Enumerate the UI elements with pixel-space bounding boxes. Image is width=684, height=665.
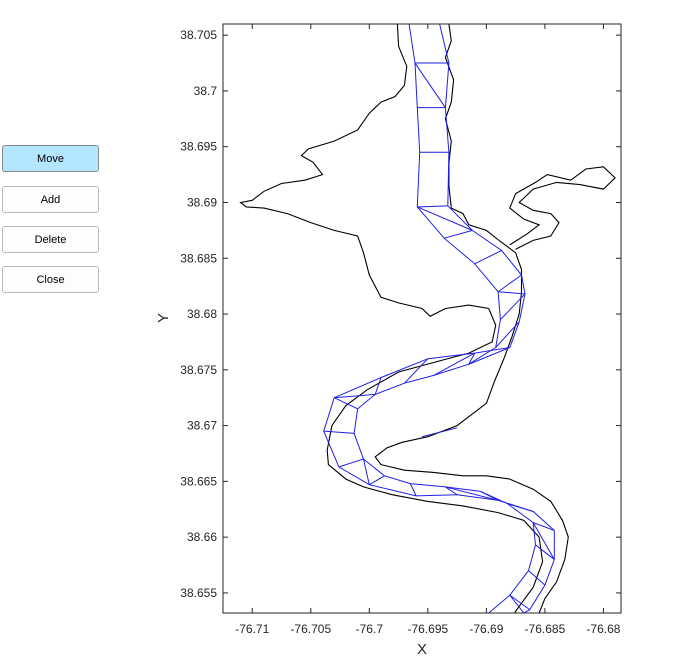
mesh-cross-edge <box>369 475 385 486</box>
mesh-cross-edge <box>535 544 555 560</box>
x-tick-label: -76.68 <box>586 622 620 636</box>
mesh-diagonal-edge <box>509 594 525 613</box>
x-axis: -76.71 -76.705 -76.7 -76.695 -76.69 -76.685 -7… <box>235 24 621 636</box>
close-button[interactable]: Close <box>2 266 99 293</box>
mesh-cross-edge <box>338 458 364 468</box>
add-button[interactable]: Add <box>2 186 99 213</box>
plot-area[interactable] <box>223 24 621 613</box>
mesh-diagonal-edge <box>468 352 476 365</box>
mesh-cross-edge <box>528 570 546 586</box>
x-tick-label: -76.71 <box>235 622 269 636</box>
mesh-cross-edge <box>445 486 458 496</box>
mesh-diagonal-edge <box>334 393 376 399</box>
x-axis-label: X <box>417 641 427 658</box>
y-tick-label: 38.655 <box>180 586 217 600</box>
y-tick-label: 38.675 <box>180 363 217 377</box>
mesh-extra-edge <box>421 427 458 438</box>
y-tick-label: 38.695 <box>180 140 217 154</box>
move-button[interactable]: Move <box>2 145 99 172</box>
x-tick-label: -76.7 <box>356 622 384 636</box>
y-tick-label: 38.665 <box>180 474 217 488</box>
y-tick-label: 38.705 <box>180 28 217 42</box>
shoreline-west <box>239 24 544 613</box>
mesh-cross-edge <box>500 293 526 320</box>
mesh-cross-edge <box>495 321 520 348</box>
x-tick-label: -76.69 <box>469 622 503 636</box>
plot-frame <box>222 23 622 614</box>
mesh-diagonal-edge <box>445 486 499 501</box>
mesh-diagonal-edge <box>417 206 473 231</box>
x-tick-label: -76.695 <box>408 622 449 636</box>
mesh-cross-edge <box>323 430 355 434</box>
mesh-cross-edge <box>404 358 429 384</box>
y-tick-label: 38.66 <box>187 530 217 544</box>
shoreline-east <box>374 24 569 613</box>
y-axis-label: Y <box>155 313 172 323</box>
mesh-cross-edge <box>374 377 382 395</box>
mesh-cross-edge <box>533 522 555 531</box>
mesh-diagonal-edge <box>362 458 370 485</box>
mesh-cross-edge <box>444 229 473 239</box>
mesh-right-edge <box>323 24 555 613</box>
grid-mesh-layer[interactable] <box>323 24 555 613</box>
mesh-cross-edge <box>433 352 475 376</box>
mesh-diagonal-edge <box>414 62 446 108</box>
y-tick-label: 38.69 <box>187 195 217 209</box>
mesh-left-edge <box>353 24 537 613</box>
y-tick-label: 38.67 <box>187 419 217 433</box>
mesh-diagonal-edge <box>532 522 555 560</box>
shoreline-creek <box>509 166 616 250</box>
mesh-diagonal-edge <box>498 291 526 295</box>
mesh-cross-edge <box>509 594 530 611</box>
mesh-cross-edge <box>474 250 502 265</box>
mesh-cross-edge <box>507 503 534 512</box>
mesh-cross-edge <box>468 347 510 365</box>
y-tick-label: 38.7 <box>194 84 218 98</box>
y-tick-label: 38.685 <box>180 251 217 265</box>
x-tick-label: -76.685 <box>525 622 566 636</box>
mesh-cross-edge <box>480 490 499 501</box>
y-axis: 38.655 38.66 38.665 38.67 38.675 38.68 38.685 3… <box>180 28 621 600</box>
mesh-cross-edge <box>417 205 448 208</box>
shoreline-layer <box>239 24 616 613</box>
mesh-cross-edge <box>497 274 522 293</box>
mesh-cross-edge <box>409 483 417 497</box>
y-tick-label: 38.68 <box>187 307 217 321</box>
delete-button[interactable]: Delete <box>2 226 99 253</box>
mesh-cross-edge <box>333 397 358 410</box>
x-tick-label: -76.705 <box>290 622 331 636</box>
